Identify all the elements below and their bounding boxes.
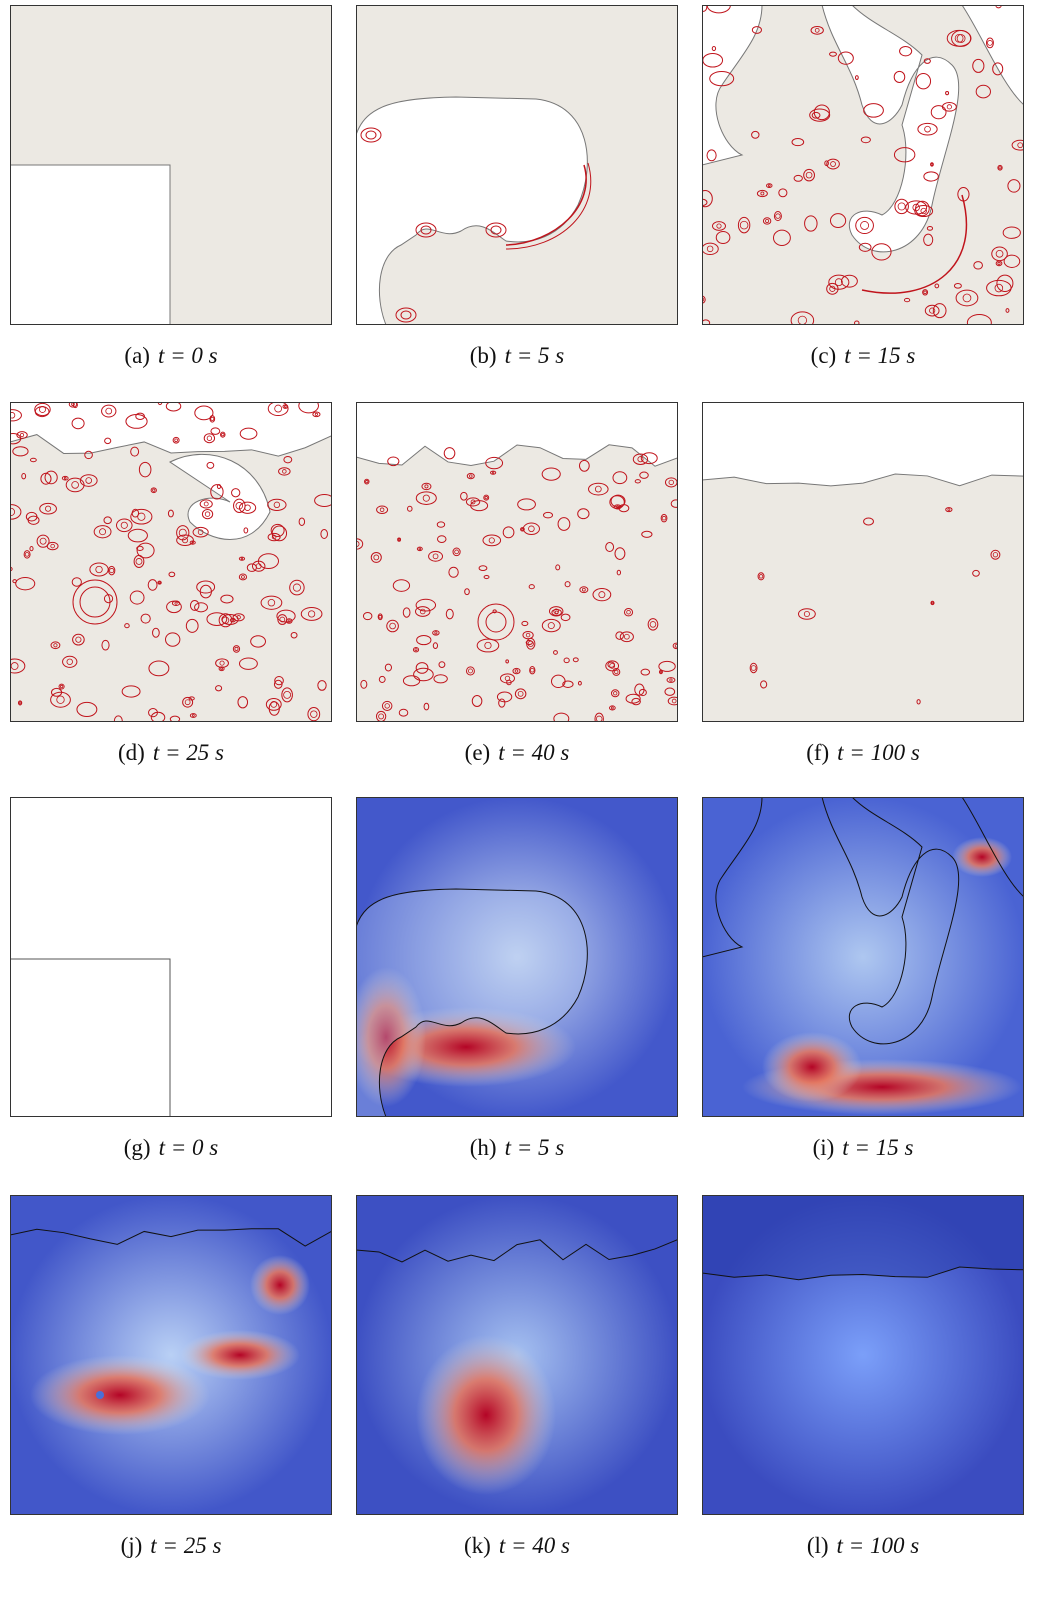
panel-image xyxy=(356,797,678,1117)
caption: (d) t = 25 s xyxy=(10,740,332,766)
caption: (b) t = 5 s xyxy=(356,343,678,369)
air xyxy=(10,402,332,456)
velocity xyxy=(30,1355,210,1435)
panel-time: t = 40 s xyxy=(498,740,569,765)
panel-label: (d) xyxy=(118,740,145,765)
panel-image xyxy=(10,5,332,325)
panel-label: (f) xyxy=(806,740,829,765)
panel-image xyxy=(702,402,1024,722)
velocity xyxy=(416,1335,556,1495)
caption: (j) t = 25 s xyxy=(10,1533,332,1559)
panel-image xyxy=(702,1195,1024,1515)
panel-image xyxy=(356,402,678,722)
panel-label: (l) xyxy=(807,1533,829,1558)
caption: (h) t = 5 s xyxy=(356,1135,678,1161)
panel-label: (g) xyxy=(124,1135,151,1160)
caption: (g) t = 0 s xyxy=(10,1135,332,1161)
panel-label: (i) xyxy=(813,1135,835,1160)
caption: (e) t = 40 s xyxy=(356,740,678,766)
panel-label: (j) xyxy=(121,1533,143,1558)
panel-time: t = 25 s xyxy=(150,1533,221,1558)
panel-image xyxy=(10,1195,332,1515)
figure: (a) t = 0 s (b) t = 5 s (c) t = 15 s (d) t = 25… xyxy=(0,0,1047,1608)
panel-image xyxy=(10,797,332,1117)
domain xyxy=(10,797,332,1117)
panel-image xyxy=(702,797,1024,1117)
air xyxy=(702,402,1024,486)
panel-time: t = 25 s xyxy=(153,740,224,765)
panel-image xyxy=(356,5,678,325)
vortex xyxy=(96,1391,104,1399)
panel-time: t = 15 s xyxy=(842,1135,913,1160)
panel-time: t = 5 s xyxy=(505,1135,565,1160)
panel-image xyxy=(702,5,1024,325)
panel-time: t = 100 s xyxy=(837,740,920,765)
velocity xyxy=(180,1330,300,1380)
velocity xyxy=(762,1032,862,1102)
panel-label: (k) xyxy=(464,1533,491,1558)
caption: (f) t = 100 s xyxy=(702,740,1024,766)
panel-label: (h) xyxy=(470,1135,497,1160)
panel-image xyxy=(10,402,332,722)
panel-time: t = 5 s xyxy=(505,343,565,368)
caption: (k) t = 40 s xyxy=(356,1533,678,1559)
caption: (a) t = 0 s xyxy=(10,343,332,369)
panel-time: t = 100 s xyxy=(837,1533,920,1558)
panel-label: (a) xyxy=(124,343,150,368)
panel-time: t = 40 s xyxy=(499,1533,570,1558)
panel-time: t = 0 s xyxy=(158,343,218,368)
panel-image xyxy=(356,1195,678,1515)
interface xyxy=(702,1195,1024,1280)
velocity xyxy=(250,1255,310,1315)
air xyxy=(10,165,170,325)
panel-time: t = 0 s xyxy=(159,1135,219,1160)
panel-time: t = 15 s xyxy=(844,343,915,368)
caption: (l) t = 100 s xyxy=(702,1533,1024,1559)
velocity xyxy=(952,837,1012,877)
panel-label: (b) xyxy=(470,343,497,368)
caption: (i) t = 15 s xyxy=(702,1135,1024,1161)
caption: (c) t = 15 s xyxy=(702,343,1024,369)
panel-label: (e) xyxy=(465,740,491,765)
panel-label: (c) xyxy=(811,343,837,368)
